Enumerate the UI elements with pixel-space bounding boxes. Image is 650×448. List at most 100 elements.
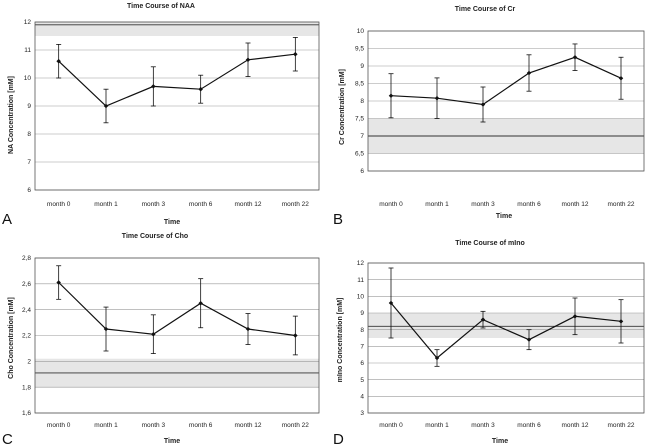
panel-c-cho: Time Course of Cho 1,6 1,8 2 2,2 2,4 2,6 2,8 mo… (2, 233, 320, 448)
chart-title: Time Course of NAA (127, 3, 195, 10)
data-point (103, 326, 109, 332)
panel-d-mino: Time Course of mIno 3 4 5 6 7 8 9 10 11 12 month 0… (333, 240, 645, 448)
y-tick-label: 11 (24, 47, 31, 54)
x-tick-label: month 6 (189, 201, 213, 208)
y-tick-label: 1,6 (22, 410, 31, 417)
y-tick-label: 8 (360, 98, 364, 105)
series-line (390, 302, 622, 359)
y-tick-label: 2,6 (22, 281, 31, 288)
y-tick-label: 7 (360, 133, 364, 140)
data-point (572, 54, 578, 60)
panel-letter: B (333, 211, 343, 228)
panel-letter: D (333, 431, 344, 448)
y-tick-label: 10 (357, 28, 365, 35)
x-tick-label: month 3 (142, 422, 166, 429)
y-axis-label: Cho Concentration [mM] (8, 297, 15, 379)
x-tick-label: month 0 (47, 201, 71, 208)
reference-band (35, 22, 319, 36)
y-tick-label: 9 (27, 103, 31, 110)
y-tick-label: 11 (357, 277, 364, 284)
data-point (56, 58, 61, 64)
y-tick-label: 12 (357, 260, 365, 267)
x-tick-label: month 0 (47, 422, 71, 429)
y-axis-label: Cr Concentration [mM] (339, 69, 346, 145)
y-tick-label: 2 (27, 359, 31, 366)
plot-frame (367, 30, 645, 172)
x-tick-label: month 12 (234, 201, 261, 208)
y-tick-label: 2,4 (22, 307, 31, 314)
x-axis-label: Time (164, 219, 180, 226)
series-line (58, 53, 296, 107)
plot-frame (34, 257, 320, 414)
x-tick-label: month 22 (282, 201, 309, 208)
data-point (434, 95, 440, 101)
x-tick-label: month 1 (425, 201, 449, 208)
plot-area: 6 6,5 7 7,5 8 8,5 9 9,5 10 month 0 month 1 month 3 m… (355, 28, 645, 208)
x-axis-label: Time (492, 438, 508, 445)
x-tick-label: month 0 (379, 422, 403, 429)
data-point (103, 103, 109, 109)
y-tick-label: 5 (360, 377, 364, 384)
panel-a-naa: Time Course of NAA 6 7 8 9 10 11 12 month 0 mont… (2, 3, 320, 228)
data-point (526, 337, 532, 342)
x-tick-label: month 22 (282, 422, 309, 429)
x-tick-label: month 0 (379, 201, 403, 208)
plot-frame (367, 262, 645, 414)
y-tick-label: 4 (360, 394, 364, 401)
y-tick-label: 8,5 (355, 81, 364, 88)
panel-letter: C (2, 431, 13, 448)
chart-title: Time Course of Cr (455, 6, 516, 13)
y-tick-label: 9 (360, 310, 364, 317)
data-point (151, 84, 156, 89)
y-tick-label: 2,8 (22, 255, 31, 262)
y-tick-label: 6,5 (355, 151, 364, 158)
x-tick-label: month 1 (425, 422, 449, 429)
y-tick-label: 2,2 (22, 333, 31, 340)
y-tick-label: 6 (360, 360, 364, 367)
y-axis-label: mIno Concentration [mM] (337, 298, 344, 383)
x-tick-label: month 12 (561, 201, 588, 208)
y-tick-label: 6 (360, 168, 364, 175)
y-tick-label: 6 (27, 187, 31, 194)
x-tick-label: month 12 (234, 422, 261, 429)
y-tick-label: 10 (357, 294, 365, 301)
panel-letter: A (2, 211, 12, 228)
x-axis-label: Time (164, 438, 180, 445)
series-line (390, 56, 622, 106)
y-tick-label: 8 (27, 131, 31, 138)
data-point (245, 326, 251, 332)
x-tick-label: month 6 (517, 201, 541, 208)
data-point (388, 300, 394, 306)
data-point (434, 355, 440, 361)
x-tick-label: month 1 (94, 422, 118, 429)
y-tick-label: 7 (360, 344, 364, 351)
x-tick-label: month 3 (142, 201, 166, 208)
series-line (58, 282, 296, 337)
data-point (293, 51, 298, 57)
y-tick-label: 7 (27, 159, 31, 166)
x-tick-label: month 3 (471, 422, 495, 429)
chart-title: Time Course of mIno (455, 240, 525, 247)
data-point (480, 317, 486, 322)
x-tick-label: month 22 (607, 422, 634, 429)
y-tick-label: 8 (360, 327, 364, 334)
x-tick-label: month 22 (607, 201, 634, 208)
data-point (198, 300, 203, 306)
reference-band (368, 313, 644, 338)
data-point (618, 319, 624, 324)
y-tick-label: 7,5 (355, 116, 364, 123)
plot-area: 3 4 5 6 7 8 9 10 11 12 month 0 month 1 month 3 month … (357, 260, 645, 429)
chart-title: Time Course of Cho (122, 233, 188, 240)
x-tick-label: month 6 (517, 422, 541, 429)
data-point (388, 93, 394, 99)
plot-area: 1,6 1,8 2 2,2 2,4 2,6 2,8 month 0 month 1 month 3… (22, 255, 320, 429)
plot-area: 6 7 8 9 10 11 12 month 0 month 1 month 3 month 6 mo… (24, 19, 320, 208)
data-point (572, 314, 578, 319)
y-tick-label: 9,5 (355, 46, 364, 53)
plot-frame (34, 21, 320, 191)
x-tick-label: month 6 (189, 422, 213, 429)
data-point (245, 57, 251, 63)
x-tick-label: month 3 (471, 201, 495, 208)
x-tick-label: month 12 (561, 422, 588, 429)
